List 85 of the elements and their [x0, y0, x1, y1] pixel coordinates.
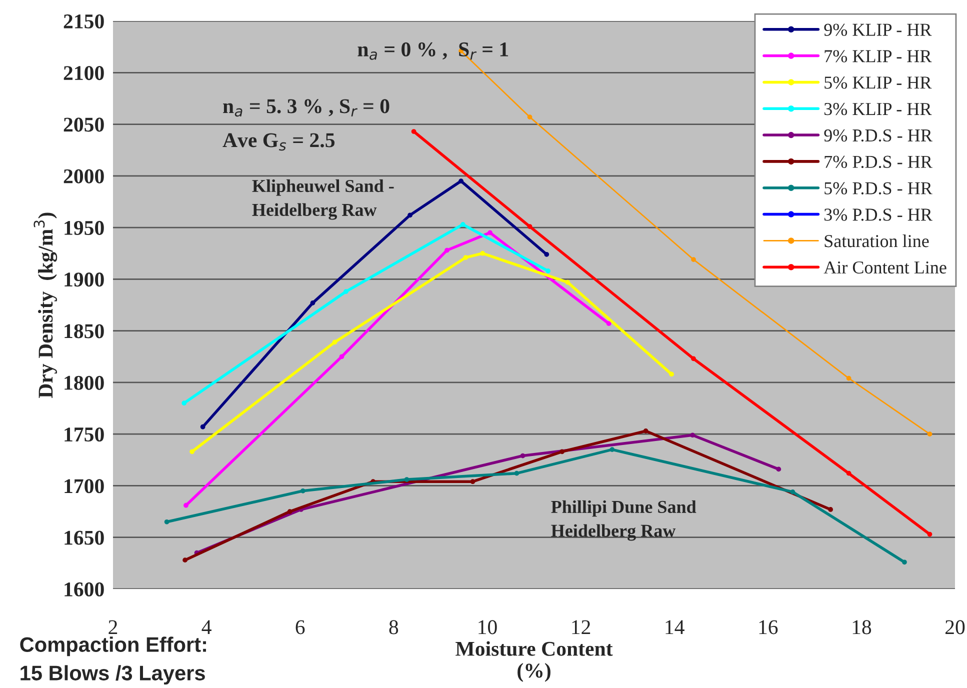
text: Compaction Effort: 15 Blows /3 Layers	[20, 636, 206, 685]
point	[339, 354, 344, 360]
legend-label: 3% P.D.S - HR	[824, 208, 932, 221]
point	[470, 479, 476, 484]
legend-label: Saturation line	[824, 234, 929, 248]
point	[190, 449, 194, 454]
point	[546, 268, 550, 274]
y-tick-label: 1900	[64, 272, 104, 287]
y-tick-label: 1650	[64, 530, 104, 545]
annotation: n$_{a}$ = 5. 3 % , S$_{r}$ = 0	[223, 99, 390, 117]
point	[182, 400, 187, 406]
point	[463, 255, 468, 260]
point	[520, 453, 526, 458]
point	[846, 470, 852, 476]
point	[164, 519, 170, 524]
legend-label: 9% KLIP - HR	[824, 24, 932, 36]
point	[776, 466, 782, 472]
point	[691, 356, 696, 362]
point	[527, 114, 532, 120]
annotation: Klipheuwel Sand - Heidelberg Raw	[252, 179, 394, 220]
y-tick-label: 1700	[64, 479, 104, 494]
point	[790, 489, 796, 494]
x-tick-label: 12	[572, 620, 590, 634]
legend-label: 5% P.D.S - HR	[824, 182, 932, 194]
point	[565, 280, 570, 285]
point	[460, 222, 466, 227]
point	[287, 509, 292, 514]
point	[828, 507, 833, 512]
point	[310, 300, 316, 306]
point	[669, 372, 674, 377]
y-tick-label: 1850	[64, 324, 104, 338]
point	[690, 432, 696, 438]
point	[411, 129, 416, 134]
y-tick-label: 2150	[64, 14, 104, 28]
y-axis-title: Dry Density (kg/m$^{3}$)	[34, 212, 58, 398]
x-tick-label: 14	[666, 620, 684, 634]
legend-label: 3% KLIP - HR	[824, 102, 932, 116]
y-tick-label: 1750	[64, 427, 104, 442]
y-tick-label: 1950	[64, 220, 104, 235]
point	[200, 424, 206, 430]
point	[643, 428, 648, 434]
point	[480, 250, 485, 256]
point	[458, 178, 464, 184]
annotation: Phillipi Dune Sand Heidelberg Raw	[551, 500, 696, 541]
point	[902, 560, 907, 565]
y-tick-label: 2000	[64, 169, 104, 184]
point	[444, 248, 450, 253]
point	[344, 289, 348, 294]
point	[300, 488, 306, 494]
x-tick-label: 16	[759, 620, 778, 634]
point	[184, 502, 188, 508]
legend-label: 9% P.D.S - HR	[824, 129, 932, 142]
point	[610, 447, 615, 452]
legend-label: 7% KLIP - HR	[824, 50, 932, 62]
y-tick-label: 1800	[64, 376, 104, 390]
point	[927, 432, 932, 437]
annotation: Ave G$_{s}$ = 2.5	[222, 133, 335, 151]
x-tick-label: 2	[108, 620, 118, 634]
annotation: n$_{a}$ = 0 % , S$_{r}$ = 1	[358, 42, 508, 60]
legend-label: Air Content Line	[824, 261, 946, 274]
x-tick-label: 20	[946, 620, 965, 634]
point	[560, 449, 564, 454]
y-tick-label: 2050	[64, 118, 104, 132]
point	[544, 252, 550, 257]
point	[408, 212, 412, 218]
point	[691, 257, 696, 262]
legend-label: 7% P.D.S - HR	[824, 156, 932, 168]
point	[404, 477, 410, 482]
point	[927, 532, 932, 537]
x-tick-label: 18	[852, 620, 872, 634]
y-tick-label: 2100	[64, 66, 104, 80]
point	[332, 340, 338, 345]
legend-label: 5% KLIP - HR	[824, 76, 932, 89]
x-tick-label: 4	[202, 620, 212, 634]
x-tick-label: 8	[389, 620, 398, 634]
point	[182, 558, 188, 563]
point	[514, 470, 520, 476]
x-tick-label: 6	[296, 620, 305, 634]
point	[527, 224, 532, 229]
y-tick-label: 1600	[64, 582, 104, 596]
x-axis-title: Moisture Content (%)	[456, 641, 613, 682]
x-tick-label: 10	[478, 620, 497, 634]
point	[846, 376, 852, 381]
point	[488, 230, 492, 236]
point	[606, 321, 612, 326]
